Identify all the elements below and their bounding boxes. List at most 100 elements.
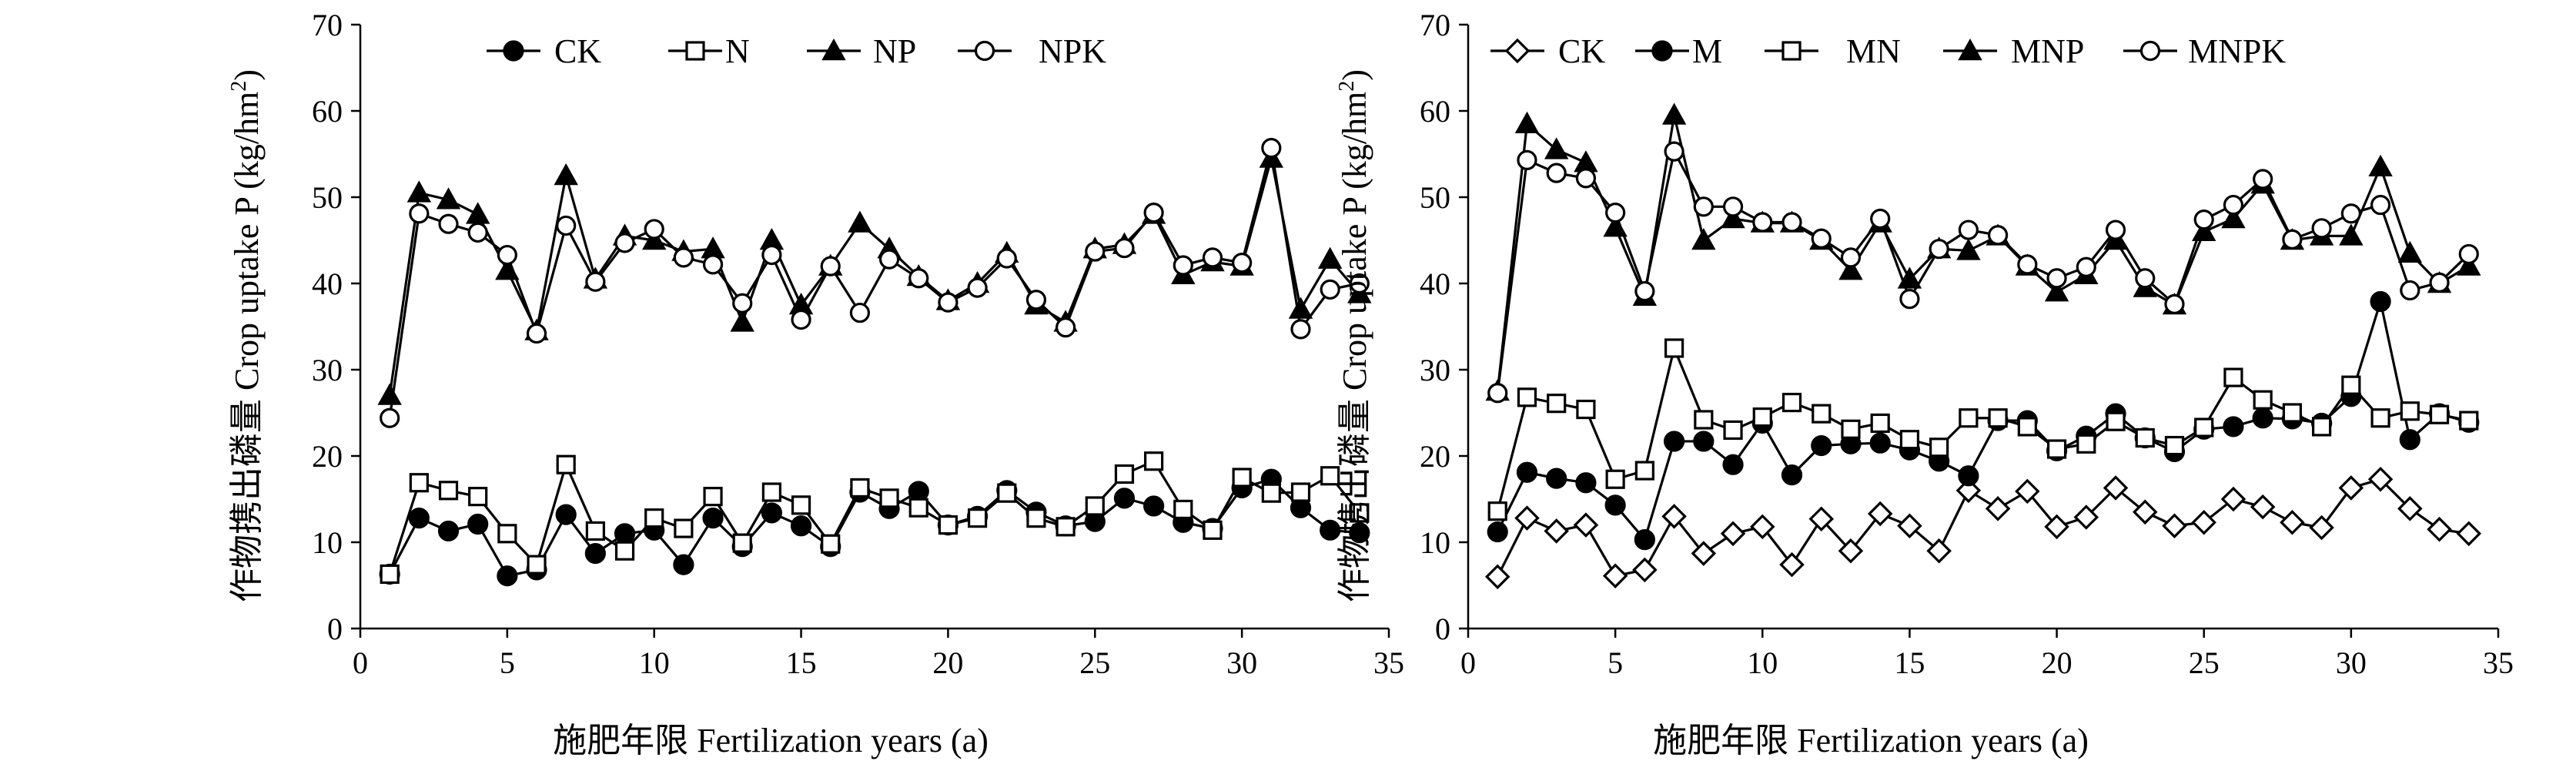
data-point-np [1317,246,1343,269]
data-point-n [761,482,782,502]
y-axis-label: 作物携出磷量 Crop uptake P (kg/hm2) [1335,69,1373,602]
data-point-m [1811,434,1832,457]
data-point-n [1232,468,1252,488]
data-point-n [997,483,1017,503]
series-line-mnpk [1496,148,2470,394]
data-point-mn [1694,410,1714,430]
data-point-mnpk [2223,194,2244,216]
data-point-ck [2162,513,2187,538]
legend-entry-n: N [668,32,750,70]
legend: CK M MN MNP MNPK [1490,32,2286,70]
data-point-ck [1955,478,1982,504]
data-point-n [527,555,547,575]
legend-entry-mn: MN [1765,32,1901,70]
data-point-npk [761,244,782,266]
data-point-np [406,180,432,203]
legend-marker-ck [503,40,524,62]
data-point-mn [2194,417,2214,437]
x-tick-label: 30 [1226,645,1257,680]
data-point-mnpk [1664,141,1684,162]
data-point-ck [2250,494,2276,520]
data-point-ck [2280,509,2305,535]
y-tick-label: 20 [1420,439,1450,474]
x-tick-label: 0 [353,645,368,680]
data-point-mn [1634,461,1654,481]
data-point-mnpk [2076,256,2096,277]
data-point-mn [1752,407,1772,427]
data-point-npk [644,219,664,240]
data-point-mnpk [2458,243,2479,265]
data-point-ck [2397,496,2423,521]
data-point-n [1085,496,1105,516]
data-point-ck [908,481,929,502]
data-point-mnpk [1958,220,1979,240]
data-point-mnpk [2282,229,2303,250]
data-point-mn [2076,434,2096,454]
data-point-n [732,533,752,553]
data-point-n [674,518,694,538]
data-point-m [1487,521,1508,543]
x-tick-label: 35 [1373,645,1404,680]
data-point-npk [1349,273,1370,294]
data-point-ck [1514,505,1540,531]
data-point-n [497,524,517,544]
data-point-ck [497,565,518,587]
data-point-mn [1870,413,1890,434]
y-tick-label: 70 [1420,8,1450,42]
data-point-mnpk [1546,163,1567,183]
data-point-n [380,564,400,585]
data-point-ck [2073,505,2099,530]
data-point-m [1693,431,1715,452]
data-point-mnpk [1870,208,1891,230]
data-point-mnp [2368,154,2393,176]
data-point-ck [2367,466,2394,492]
data-point-m [1722,454,1744,475]
data-point-n [1026,508,1046,528]
data-point-npk [878,249,900,270]
data-point-ck [614,523,636,545]
y-axis-label: 作物携出磷量 Crop uptake P (kg/hm2) [227,69,266,602]
x-tick-label: 20 [2042,645,2073,680]
data-point-n [644,508,664,528]
data-point-ck [584,542,606,565]
data-point-m [1781,464,1803,486]
data-point-mnpk [2311,218,2332,239]
data-point-mnpk [1929,239,1949,260]
data-point-np [1288,297,1313,319]
data-point-m [1575,472,1597,494]
data-point-ck [1484,564,1510,590]
data-point-m [1634,529,1655,551]
data-point-mnpk [2253,169,2273,189]
x-tick-label: 15 [786,645,817,680]
data-point-mn [1812,404,1832,424]
data-point-mn [2370,408,2390,428]
chart-panel-right: 0 10 20 30 40 50 60 70 0 5 10 15 20 25 30 35 施肥年限 Fertil… [1335,8,2514,759]
data-point-npk [409,203,430,224]
series-mnp [1485,102,2481,401]
data-point-ck [1720,521,1746,547]
data-point-mnp [1514,111,1540,133]
series-line-mnp [1496,115,2470,392]
chart-panel-left: 0 10 20 30 40 50 60 70 0 5 10 15 20 25 30 35 施肥年限 Fertil… [227,8,1404,759]
data-point-ck [2309,515,2334,541]
y-tick-label: 0 [327,612,343,646]
data-point-m [1604,494,1626,516]
data-point-mn [1723,420,1743,441]
legend-label: NP [873,32,916,70]
legend-entry-m: M [1635,32,1722,70]
data-point-npk [967,277,988,298]
legend-entry-mnp: MNP [1943,32,2084,70]
data-point-mnp [2457,253,2481,276]
data-point-npk [1173,255,1193,276]
data-point-np [730,310,754,332]
data-point-ck [2427,516,2452,542]
data-point-npk [1232,253,1253,273]
data-point-np [848,210,872,233]
series-line-ck [388,478,1360,578]
data-point-ck [2220,486,2246,512]
data-point-ck [673,554,694,575]
data-point-np [554,163,578,186]
data-point-npk [1202,247,1223,268]
y-tick-label: 60 [1420,94,1450,129]
data-point-np [642,227,667,250]
